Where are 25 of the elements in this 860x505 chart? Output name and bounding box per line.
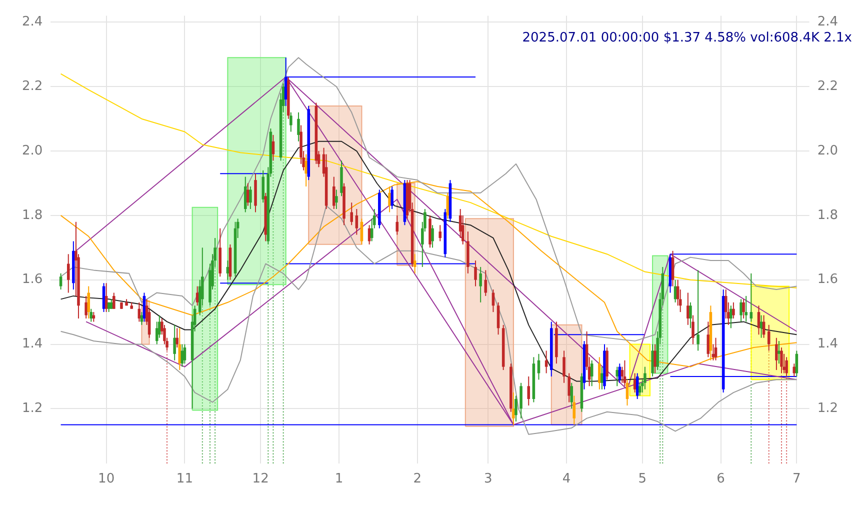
y-tick-label: 1.4 <box>22 336 43 352</box>
x-tick-label: 10 <box>98 472 115 487</box>
x-tick-label: 7 <box>792 472 801 487</box>
y-tick-label: 2.0 <box>22 143 43 158</box>
y2-tick-label: 1.4 <box>817 336 838 352</box>
x-tick-label: 4 <box>562 472 571 487</box>
text: 2025.07.01 00:00:00 $1.37 4.58% vol:608.4K 2.1x <box>522 30 852 46</box>
y-tick-label: 2.4 <box>22 14 43 30</box>
x-tick-label: 2 <box>413 472 422 487</box>
y-tick-label: 1.8 <box>22 208 43 223</box>
x-tick-label: 11 <box>176 472 193 487</box>
y2-tick-label: 2.4 <box>817 14 838 30</box>
y2-tick-label: 1.2 <box>817 401 838 416</box>
y2-tick-label: 1.6 <box>817 272 838 288</box>
y2-tick-label: 2.2 <box>817 79 838 94</box>
y2-tick-label: 2.0 <box>817 143 838 158</box>
x-tick-label: 3 <box>484 472 492 487</box>
x-tick-label: 12 <box>252 472 269 487</box>
x-tick-label: 1 <box>334 472 344 487</box>
y-tick-label: 1.2 <box>22 401 43 416</box>
x-tick-label: 6 <box>716 472 725 487</box>
y2-tick-label: 1.8 <box>817 208 838 223</box>
y-tick-label: 2.2 <box>22 79 43 94</box>
y-tick-label: 1.6 <box>22 272 43 288</box>
x-tick-label: 5 <box>638 472 647 487</box>
